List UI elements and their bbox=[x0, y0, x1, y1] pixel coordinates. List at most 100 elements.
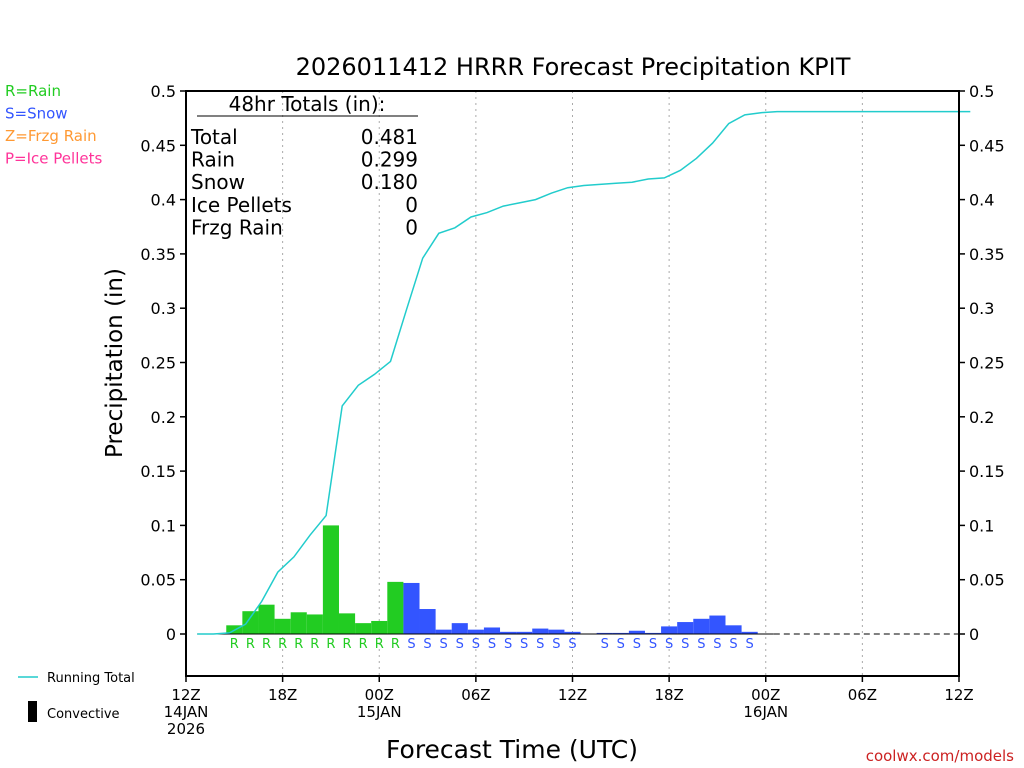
y-tick-label-left: 0.15 bbox=[140, 462, 176, 481]
y-tick-label-right: 0.25 bbox=[969, 354, 1005, 373]
x-tick-label: 18Z bbox=[654, 686, 683, 704]
y-tick-label-right: 0.4 bbox=[969, 191, 994, 210]
bar-26 bbox=[596, 632, 613, 634]
bar-14 bbox=[403, 582, 420, 634]
chart-title: 2026011412 HRRR Forecast Precipitation K… bbox=[296, 53, 851, 81]
bar-23 bbox=[548, 629, 565, 634]
totals-value: 0 bbox=[405, 193, 418, 217]
y-axis: 0 00.05 0.050.1 0.10.15 0.150.2 0.20.25 0.250.… bbox=[140, 82, 1004, 644]
y-tick-label-right: 0.35 bbox=[969, 245, 1005, 264]
x-tick-label: 16JAN bbox=[743, 703, 788, 721]
y-axis-label: Precipitation (in) bbox=[102, 268, 128, 458]
y-tick-label-right: 0 bbox=[969, 625, 979, 644]
totals-header: 48hr Totals (in): bbox=[229, 92, 386, 116]
type-label: R bbox=[278, 637, 287, 652]
bar-19 bbox=[483, 627, 501, 634]
y-tick-label-right: 0.45 bbox=[969, 136, 1005, 155]
totals-box: 48hr Totals (in): Total 0.481 Rain 0.299 Snow… bbox=[190, 92, 418, 239]
totals-label: Snow bbox=[191, 170, 245, 194]
x-tick-label: 06Z bbox=[848, 686, 877, 704]
type-label: S bbox=[746, 637, 754, 652]
x-tick-label: 00Z bbox=[751, 686, 780, 704]
type-label: R bbox=[246, 637, 255, 652]
legend-item-label: Running Total bbox=[47, 671, 135, 686]
legend-bar-swatch bbox=[28, 701, 37, 722]
bar-30 bbox=[661, 626, 678, 634]
y-tick-label-left: 0.3 bbox=[151, 299, 176, 318]
y-tick-label-left: 0.25 bbox=[140, 354, 176, 373]
legend-type-S: S=Snow bbox=[5, 105, 68, 123]
type-label: R bbox=[343, 637, 352, 652]
type-label: R bbox=[375, 637, 384, 652]
plot-frame bbox=[185, 90, 960, 677]
y-tick-label-right: 0.1 bbox=[969, 516, 994, 535]
bar-16 bbox=[435, 629, 452, 634]
legend-item-label: Convective bbox=[47, 707, 120, 722]
x-tick-label: 18Z bbox=[268, 686, 297, 704]
x-tick-label: 14JAN bbox=[164, 703, 209, 721]
running-total-line bbox=[197, 110, 971, 635]
x-tick-label: 00Z bbox=[365, 686, 394, 704]
bar-9 bbox=[322, 525, 339, 634]
bar-35 bbox=[741, 631, 758, 634]
y-tick-label-right: 0.3 bbox=[969, 299, 994, 318]
totals-value: 0.180 bbox=[361, 170, 418, 194]
type-label: S bbox=[713, 637, 721, 652]
bar-17 bbox=[451, 623, 468, 634]
type-label: S bbox=[729, 637, 737, 652]
totals-label: Frzg Rain bbox=[191, 215, 283, 239]
bar-10 bbox=[338, 613, 356, 634]
bar-28 bbox=[628, 630, 645, 634]
y-tick-label-left: 0.35 bbox=[140, 245, 176, 264]
type-label: S bbox=[504, 637, 512, 652]
type-label: S bbox=[681, 637, 689, 652]
type-label: S bbox=[488, 637, 496, 652]
totals-value: 0.299 bbox=[361, 148, 418, 172]
y-tick-label-left: 0 bbox=[166, 625, 176, 644]
type-label: S bbox=[617, 637, 625, 652]
bar-13 bbox=[387, 581, 404, 634]
y-tick-label-left: 0.5 bbox=[151, 82, 176, 101]
y-tick-label-left: 0.05 bbox=[140, 571, 176, 590]
legend-type-Z: Z=Frzg Rain bbox=[5, 127, 97, 145]
type-label: R bbox=[391, 637, 400, 652]
type-label: S bbox=[568, 637, 576, 652]
x-tick-label: 12Z bbox=[171, 686, 200, 704]
type-label: S bbox=[552, 637, 560, 652]
bar-27 bbox=[612, 632, 629, 634]
totals-value: 0.481 bbox=[361, 125, 418, 149]
y-tick-label-left: 0.1 bbox=[151, 516, 176, 535]
legend-type-R: R=Rain bbox=[5, 82, 61, 100]
x-tick-label: 06Z bbox=[461, 686, 490, 704]
legend-type-P: P=Ice Pellets bbox=[5, 150, 102, 168]
totals-label: Ice Pellets bbox=[191, 193, 292, 217]
type-label: R bbox=[230, 637, 239, 652]
totals-value: 0 bbox=[405, 215, 418, 239]
type-label: R bbox=[310, 637, 319, 652]
bar-6 bbox=[274, 618, 291, 634]
bar-4 bbox=[242, 611, 259, 634]
x-axis-label: Forecast Time (UTC) bbox=[386, 735, 638, 764]
type-label: S bbox=[407, 637, 415, 652]
bar-5 bbox=[258, 604, 275, 634]
y-tick-label-right: 0.2 bbox=[969, 408, 994, 427]
bar-33 bbox=[709, 615, 726, 634]
running-total-layer bbox=[197, 110, 971, 635]
bars-layer bbox=[226, 525, 758, 634]
bar-12 bbox=[371, 620, 388, 634]
x-tick-label: 15JAN bbox=[357, 703, 402, 721]
type-label: S bbox=[665, 637, 673, 652]
y-tick-label-left: 0.4 bbox=[151, 191, 176, 210]
bar-21 bbox=[516, 631, 533, 634]
bar-15 bbox=[419, 609, 436, 634]
bar-24 bbox=[564, 631, 581, 634]
bar-8 bbox=[306, 614, 323, 634]
type-label: S bbox=[536, 637, 544, 652]
x-tick-label: 12Z bbox=[944, 686, 973, 704]
type-label: S bbox=[633, 637, 641, 652]
bar-22 bbox=[532, 628, 549, 634]
y-tick-label-right: 0.15 bbox=[969, 462, 1005, 481]
bar-18 bbox=[467, 629, 484, 634]
type-label: R bbox=[262, 637, 271, 652]
